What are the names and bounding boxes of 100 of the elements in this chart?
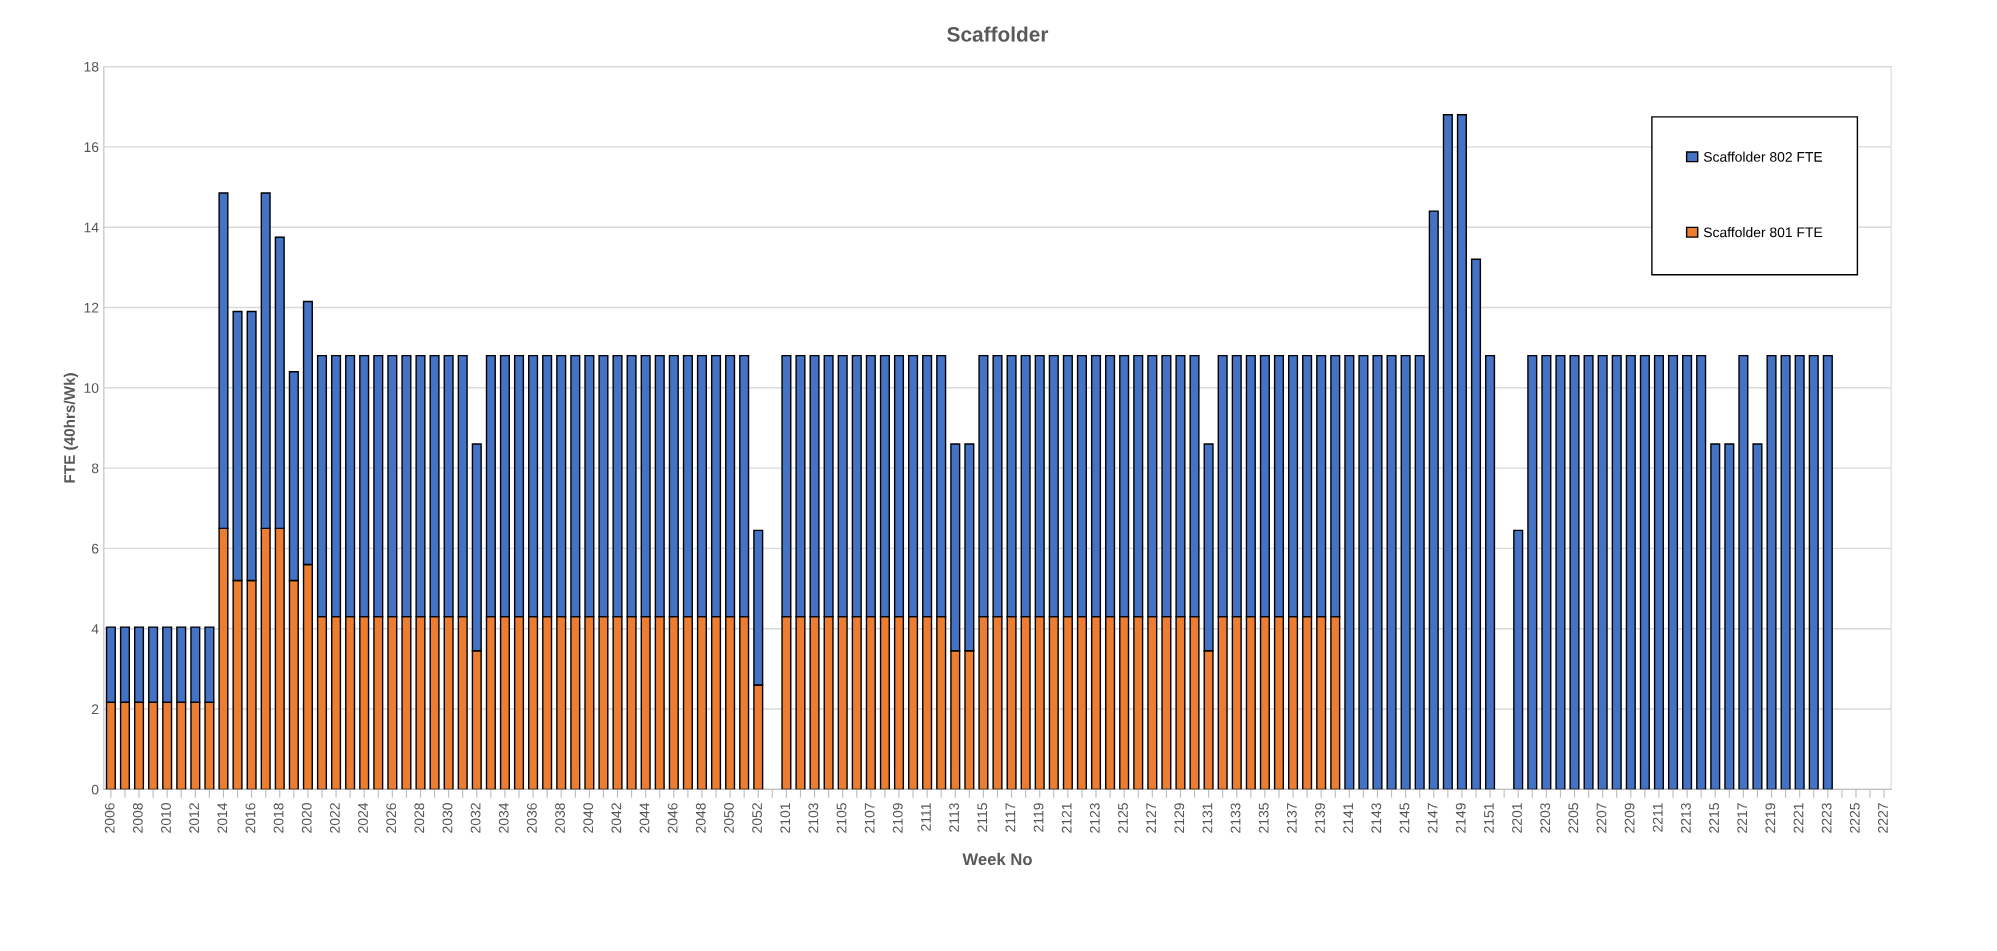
bar — [1752, 443, 1763, 790]
bar — [1442, 114, 1453, 790]
x-tick-label: 2038 — [555, 803, 565, 833]
x-tick-label: 2042 — [611, 803, 622, 833]
x-tick-label: 2135 — [1258, 803, 1269, 833]
x-tick-label: 2101 — [780, 803, 791, 833]
y-tick-label: 18 — [84, 61, 99, 72]
x-tick-label: 2223 — [1821, 803, 1832, 833]
x-tick-label: 2022 — [329, 803, 340, 833]
x-tick-label: 2008 — [132, 803, 143, 833]
x-tick-label: 2213 — [1680, 803, 1691, 833]
x-tick-label: 2006 — [104, 803, 115, 833]
bar — [1583, 354, 1594, 790]
chart-title: Scaffolder — [947, 26, 1049, 42]
y-tick-label: 8 — [91, 463, 99, 474]
x-tick-label: 2016 — [245, 803, 256, 833]
bar — [1541, 354, 1552, 790]
x-tick-label: 2032 — [470, 803, 481, 833]
x-axis-title: Week No — [962, 852, 1032, 866]
x-tick-label: 2020 — [301, 803, 312, 833]
x-tick-label: 2046 — [667, 803, 678, 833]
x-tick-label: 2048 — [695, 803, 706, 833]
bar — [1625, 354, 1636, 790]
x-tick-label: 2123 — [1089, 803, 1100, 833]
bar — [1710, 443, 1721, 790]
bar — [1667, 354, 1679, 790]
bar — [1794, 354, 1805, 790]
x-tick-label: 2018 — [273, 803, 284, 833]
x-tick-label: 2131 — [1202, 803, 1213, 833]
x-tick-label: 2203 — [1540, 803, 1551, 833]
x-tick-label: 2125 — [1118, 803, 1128, 833]
x-tick-label: 2113 — [949, 803, 960, 832]
bar — [1428, 210, 1439, 790]
x-tick-label: 2225 — [1849, 803, 1860, 833]
bar — [1653, 354, 1665, 790]
bar — [1485, 354, 1496, 790]
x-tick-label: 2109 — [892, 803, 903, 833]
x-tick-label: 2103 — [808, 803, 819, 833]
x-tick-label: 2201 — [1512, 803, 1522, 833]
bar — [1808, 354, 1819, 790]
x-tick-label: 2143 — [1371, 803, 1382, 833]
x-tick-label: 2147 — [1427, 803, 1438, 833]
x-tick-label: 2209 — [1624, 803, 1635, 833]
bar — [1822, 354, 1833, 790]
bar — [1400, 354, 1411, 790]
x-tick-label: 2040 — [583, 803, 594, 833]
x-tick-label: 2026 — [386, 803, 397, 833]
bar — [1597, 354, 1608, 790]
x-tick-label: 2149 — [1455, 803, 1466, 833]
bar — [1386, 354, 1397, 790]
bar — [1358, 354, 1369, 790]
bar — [1682, 354, 1693, 790]
x-tick-label: 2052 — [752, 803, 762, 833]
bar — [1738, 354, 1749, 790]
x-tick-label: 2044 — [639, 802, 650, 833]
x-tick-label: 2141 — [1343, 803, 1353, 833]
bar — [1513, 529, 1524, 790]
legend-label: Scaffolder 802 FTE — [1703, 151, 1823, 162]
bar — [1414, 354, 1425, 790]
bar — [1527, 354, 1538, 790]
x-tick-label: 2137 — [1286, 803, 1297, 833]
bar — [1639, 354, 1650, 790]
bar — [1780, 354, 1791, 790]
y-tick-label: 0 — [91, 784, 99, 795]
y-axis-title: FTE (40hrs/Wk) — [63, 373, 78, 483]
x-tick-label: 2133 — [1230, 803, 1241, 833]
y-tick-label: 16 — [84, 142, 99, 153]
y-tick-label: 2 — [91, 704, 99, 715]
x-tick-label: 2129 — [1174, 803, 1185, 833]
x-tick-label: 2107 — [864, 803, 875, 833]
x-tick-label: 2034 — [498, 802, 509, 833]
x-tick-label: 2121 — [1061, 803, 1072, 833]
x-tick-label: 2215 — [1709, 803, 1719, 833]
bar — [1696, 354, 1707, 790]
y-tick-label: 10 — [84, 383, 99, 393]
x-tick-label: 2205 — [1568, 803, 1579, 833]
x-tick-label: 2217 — [1737, 803, 1747, 833]
y-tick-label: 6 — [91, 543, 99, 554]
bar — [1555, 354, 1566, 790]
x-tick-label: 2028 — [414, 803, 425, 833]
bar — [1372, 354, 1383, 790]
bar — [1456, 114, 1467, 790]
x-tick-label: 2221 — [1793, 803, 1804, 833]
x-tick-label: 2012 — [189, 803, 200, 833]
x-tick-label: 2024 — [358, 802, 368, 833]
bar — [1470, 258, 1482, 790]
x-tick-label: 2151 — [1483, 803, 1494, 833]
legend-label: Scaffolder 801 FTE — [1703, 227, 1823, 238]
x-tick-label: 2117 — [1005, 803, 1016, 832]
x-tick-label: 2139 — [1315, 803, 1325, 833]
x-tick-label: 2227 — [1878, 803, 1888, 833]
x-tick-label: 2111 — [921, 803, 931, 831]
x-tick-label: 2105 — [836, 803, 847, 833]
y-tick-label: 12 — [84, 302, 99, 313]
x-tick-label: 2115 — [977, 803, 988, 832]
bar — [1611, 354, 1622, 790]
bar — [1766, 354, 1777, 790]
bar — [1344, 354, 1355, 790]
x-tick-label: 2030 — [442, 803, 453, 833]
bar — [1724, 443, 1735, 790]
